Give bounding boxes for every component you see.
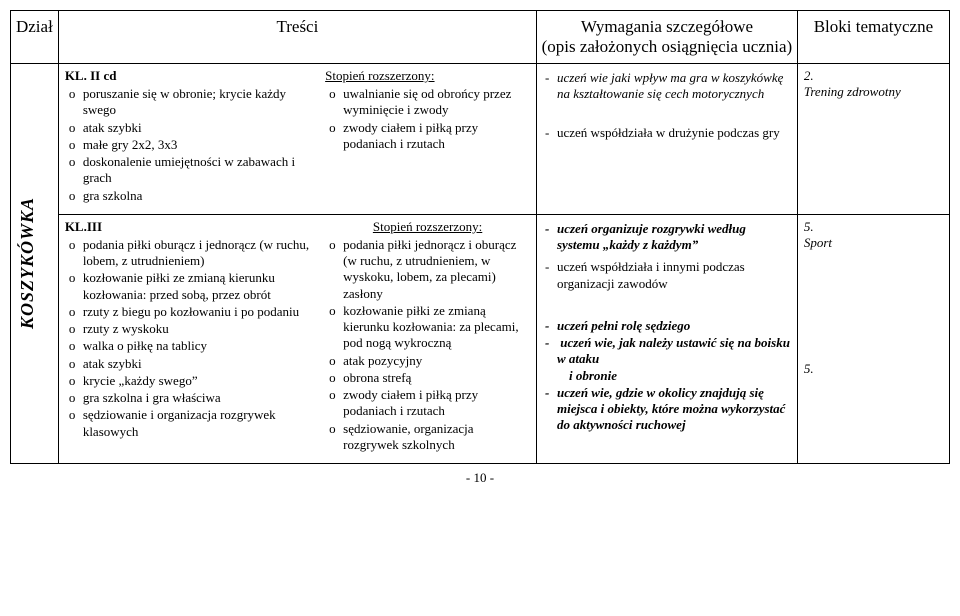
list-item: gra szkolna i gra właściwa	[83, 390, 313, 406]
tresci-list: podania piłki jednorącz i oburącz (w ruc…	[325, 237, 530, 453]
list-item: kozłowanie piłki ze zmianą kierunku kozł…	[343, 303, 530, 352]
tresci-col-a: KL.III podania piłki oburącz i jednorącz…	[58, 214, 319, 463]
list-item: walka o piłkę na tablicy	[83, 338, 313, 354]
bloki-label: Sport	[804, 235, 943, 251]
header-wymagania-line2: (opis założonych osiągnięcia ucznia)	[542, 37, 793, 56]
list-item: uczeń współdziała w drużynie podczas gry	[557, 125, 791, 141]
list-item: sędziowanie, organizacja rozgrywek szkol…	[343, 421, 530, 454]
wymagania-cell: uczeń wie jaki wpływ ma gra w koszykówkę…	[537, 64, 798, 215]
header-bloki: Bloki tematyczne	[797, 11, 949, 64]
list-item: uczeń organizuje rozgrywki według system…	[557, 221, 791, 254]
tresci-col-b: Stopień rozszerzony: podania piłki jedno…	[319, 214, 536, 463]
list-item: rzuty z biegu po kozłowaniu i po podaniu	[83, 304, 313, 320]
list-item: małe gry 2x2, 3x3	[83, 137, 313, 153]
bloki-num: 5.	[804, 361, 943, 377]
header-dzial: Dział	[11, 11, 59, 64]
bloki-cell: 2. Trening zdrowotny	[797, 64, 949, 215]
tresci-col-b: Stopień rozszerzony: uwalnianie się od o…	[319, 64, 536, 215]
dzial-cell: KOSZYKÓWKA	[11, 64, 59, 464]
list-item: sędziowanie i organizacja rozgrywek klas…	[83, 407, 313, 440]
table-header-row: Dział Treści Wymagania szczegółowe (opis…	[11, 11, 950, 64]
list-item: rzuty z wyskoku	[83, 321, 313, 337]
stage-title: Stopień rozszerzony:	[373, 219, 482, 234]
tresci-list: poruszanie się w obronie; krycie każdy s…	[65, 86, 313, 204]
wym-list: uczeń pełni rolę sędziego uczeń wie, jak…	[543, 318, 791, 434]
list-item: zwody ciałem i piłką przy podaniach i rz…	[343, 120, 530, 153]
tresci-list: uwalnianie się od obrońcy przez wyminięc…	[325, 86, 530, 152]
page-number: - 10 -	[10, 470, 950, 486]
list-item: obrona strefą	[343, 370, 530, 386]
list-item-extra: i obronie	[557, 368, 791, 384]
header-tresci: Treści	[58, 11, 536, 64]
list-item: kozłowanie piłki ze zmianą kierunku kozł…	[83, 270, 313, 303]
wym-list: uczeń wie jaki wpływ ma gra w koszykówkę…	[543, 70, 791, 103]
list-item-text: uczeń wie, jak należy ustawić się na boi…	[557, 335, 790, 366]
list-item: gra szkolna	[83, 188, 313, 204]
list-item: zwody ciałem i piłką przy podaniach i rz…	[343, 387, 530, 420]
list-item: poruszanie się w obronie; krycie każdy s…	[83, 86, 313, 119]
list-item: atak pozycyjny	[343, 353, 530, 369]
list-item: uczeń pełni rolę sędziego	[557, 318, 791, 334]
list-item: podania piłki oburącz i jednorącz (w ruc…	[83, 237, 313, 270]
list-item: uczeń wie, gdzie w okolicy znajdują się …	[557, 385, 791, 434]
list-item: podania piłki jednorącz i oburącz (w ruc…	[343, 237, 530, 302]
table-row: KL.III podania piłki oburącz i jednorącz…	[11, 214, 950, 463]
tresci-list: podania piłki oburącz i jednorącz (w ruc…	[65, 237, 313, 440]
wym-list: uczeń organizuje rozgrywki według system…	[543, 221, 791, 254]
bloki-cell: 5. Sport 5.	[797, 214, 949, 463]
vertical-label: KOSZYKÓWKA	[17, 197, 38, 329]
curriculum-table: Dział Treści Wymagania szczegółowe (opis…	[10, 10, 950, 464]
bloki-num: 5.	[804, 219, 943, 235]
tresci-col-a: KL. II cd poruszanie się w obronie; kryc…	[58, 64, 319, 215]
bloki-num: 2.	[804, 68, 943, 84]
list-item: uczeń wie jaki wpływ ma gra w koszykówkę…	[557, 70, 791, 103]
header-wymagania-line1: Wymagania szczegółowe	[581, 17, 753, 36]
list-item: uwalnianie się od obrońcy przez wyminięc…	[343, 86, 530, 119]
stage-title: Stopień rozszerzony:	[325, 68, 434, 83]
section-title: KL.III	[65, 219, 102, 234]
list-item: uczeń współdziała i innymi podczas organ…	[557, 259, 791, 292]
list-item: krycie „każdy swego”	[83, 373, 313, 389]
list-item: atak szybki	[83, 356, 313, 372]
bloki-label: Trening zdrowotny	[804, 84, 943, 100]
list-item: uczeń wie, jak należy ustawić się na boi…	[557, 335, 791, 384]
list-item: atak szybki	[83, 120, 313, 136]
wym-list: uczeń współdziała w drużynie podczas gry	[543, 125, 791, 141]
section-title: KL. II cd	[65, 68, 117, 83]
header-wymagania: Wymagania szczegółowe (opis założonych o…	[537, 11, 798, 64]
table-row: KOSZYKÓWKA KL. II cd poruszanie się w ob…	[11, 64, 950, 215]
wym-list: uczeń współdziała i innymi podczas organ…	[543, 259, 791, 292]
list-item: doskonalenie umiejętności w zabawach i g…	[83, 154, 313, 187]
wymagania-cell: uczeń organizuje rozgrywki według system…	[537, 214, 798, 463]
